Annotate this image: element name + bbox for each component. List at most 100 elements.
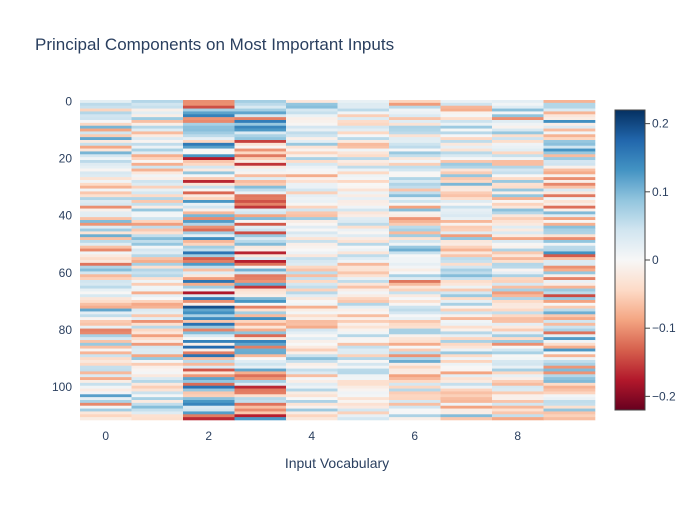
heatmap-cell [389,377,441,381]
heatmap-cell [234,194,287,198]
heatmap-cell [183,168,235,172]
heatmap-cell [492,185,544,189]
heatmap-cell [337,151,390,155]
heatmap-cell [337,254,390,258]
heatmap-cell [234,302,287,307]
heatmap-cell [440,308,493,312]
heatmap-cell [492,265,544,269]
heatmap-cell [337,217,390,221]
heatmap-cell [492,137,544,141]
heatmap-cell [80,322,132,327]
heatmap-cell [183,200,235,204]
heatmap-cell [286,214,338,218]
heatmap-cell [80,194,132,198]
heatmap-cell [131,240,184,244]
heatmap-cell [80,217,132,221]
heatmap-cell [183,225,235,229]
heatmap-cell [183,340,235,344]
heatmap-cell [183,245,235,249]
heatmap-cell [80,148,132,152]
heatmap-cell [440,382,493,387]
heatmap-cell [492,120,544,124]
heatmap-cell [440,151,493,155]
heatmap-cell [389,108,441,112]
heatmap-cell [131,145,184,149]
heatmap-cell [131,162,184,167]
heatmap-cell [183,377,235,381]
heatmap-cell [389,128,441,132]
heatmap-cell [440,122,493,127]
heatmap-cell [131,380,184,384]
heatmap-cell [492,385,544,389]
heatmap-cell [543,145,596,149]
heatmap-cell [543,100,596,104]
heatmap-cell [183,205,235,209]
heatmap-cell [389,140,441,144]
heatmap-cell [492,220,544,224]
heatmap-cell [286,220,338,224]
heatmap-cell [286,391,338,395]
heatmap-cell [80,380,132,384]
heatmap-cell [286,385,338,389]
heatmap-cell [234,174,287,178]
heatmap-cell [80,400,132,404]
heatmap-cell [492,160,544,164]
heatmap-cell [286,380,338,384]
heatmap-cell [80,294,132,298]
heatmap-cell [234,360,287,364]
heatmap-cell [183,188,235,192]
heatmap-cell [389,217,441,221]
heatmap-cell [337,111,390,115]
heatmap-cell [131,334,184,338]
colorbar-tick-label: −0.1 [652,321,676,335]
heatmap-cell [234,354,287,358]
heatmap-cell [389,368,441,372]
heatmap-cell [440,217,493,221]
heatmap-cell [80,137,132,141]
heatmap-cell [337,331,390,335]
heatmap-cell [440,288,493,292]
heatmap-cell [234,402,287,407]
heatmap-cell [131,337,184,341]
colorbar-tick-label: 0.2 [652,117,669,131]
heatmap-cell [234,288,287,292]
heatmap-cell [389,400,441,404]
heatmap-cell [286,331,338,335]
heatmap-cell [492,145,544,149]
heatmap-cell [389,251,441,255]
heatmap-cell [131,188,184,192]
heatmap-cell [543,200,596,204]
heatmap-cell [440,131,493,135]
heatmap-cell [234,262,287,267]
heatmap-cell [337,297,390,301]
heatmap-cell [80,200,132,204]
heatmap-cell [183,297,235,301]
heatmap-cell [492,257,544,261]
heatmap-cell [440,214,493,218]
heatmap-cell [543,125,596,129]
heatmap-cell [286,120,338,124]
heatmap-cell [183,145,235,149]
heatmap-cell [131,142,184,147]
y-axis-ticks: 0 20 40 60 80 100 [52,94,72,394]
heatmap-cell [131,254,184,258]
y-tick-label: 20 [59,152,73,166]
heatmap-cell [492,214,544,218]
heatmap-cell [183,408,235,412]
heatmap-cell [234,265,287,269]
heatmap-cell [131,280,184,284]
heatmap-cell [492,111,544,115]
x-tick-label: 6 [411,429,418,443]
heatmap-cell [286,348,338,352]
heatmap-cell [389,314,441,318]
heatmap-cell [543,277,596,281]
heatmap-cell [389,222,441,227]
heatmap-cell [337,334,390,338]
heatmap-cell [131,365,184,369]
heatmap-cell [286,157,338,161]
heatmap-cell [183,117,235,121]
heatmap-cell [543,151,596,155]
heatmap-cell [389,220,441,224]
heatmap-cell [440,154,493,158]
heatmap-cell [389,362,441,367]
